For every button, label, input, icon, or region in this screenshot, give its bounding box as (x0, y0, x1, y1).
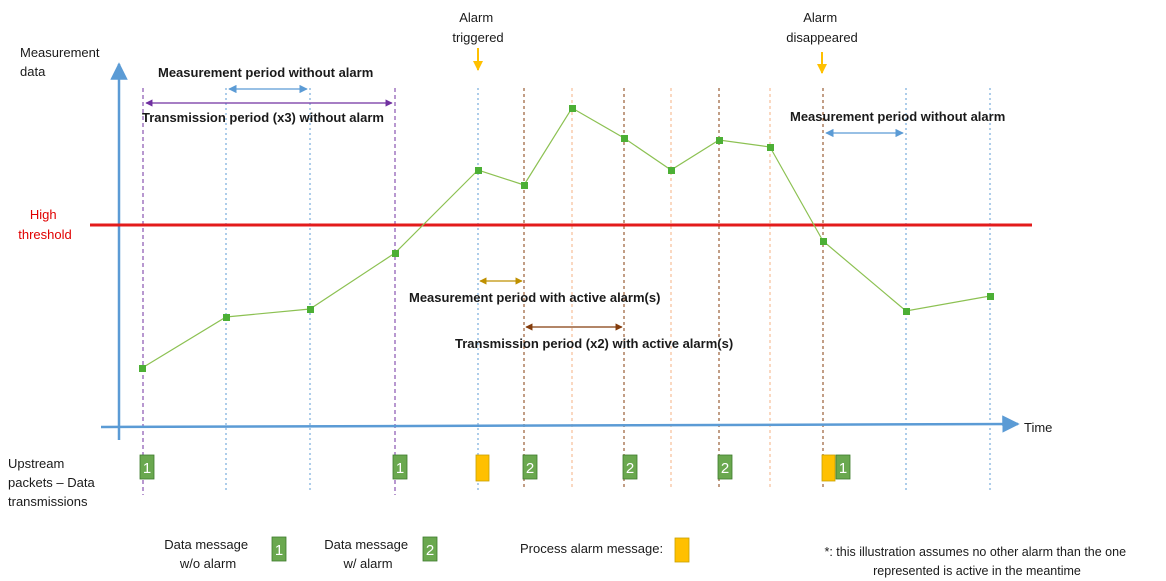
data-point (668, 167, 675, 174)
svg-text:1: 1 (275, 542, 283, 559)
data-point (716, 137, 723, 144)
upstream-packets: 1 1 2 2 2 1 (139, 454, 851, 482)
svg-text:2: 2 (626, 460, 634, 477)
svg-text:2: 2 (426, 542, 434, 559)
data-point (392, 250, 399, 257)
legend-process-alarm-swatch (674, 537, 690, 563)
packet-data-w-alarm: 2 (522, 454, 538, 480)
alarm-triggered-label: Alarm triggered (452, 10, 503, 45)
svg-text:1: 1 (143, 460, 151, 477)
svg-text:2: 2 (721, 460, 729, 477)
svg-text:2: 2 (526, 460, 534, 477)
legend-data-wo-alarm-swatch: 1 (271, 536, 287, 562)
alarm-disappeared-label: Alarm disappeared (786, 10, 858, 45)
packet-data-w-alarm: 2 (717, 454, 733, 480)
high-threshold-label: High threshold (18, 207, 71, 242)
legend-data-w-alarm-swatch: 2 (422, 536, 438, 562)
data-point (223, 314, 230, 321)
packet-process-alarm (475, 454, 490, 482)
transmission-period-active-alarm-label: Transmission period (x2) with active ala… (455, 336, 733, 351)
packet-data-wo-alarm: 1 (835, 454, 851, 480)
packet-data-wo-alarm: 1 (139, 454, 155, 480)
measurement-period-after-alarm-label: Measurement period without alarm (790, 109, 1005, 124)
data-point (987, 293, 994, 300)
data-point (903, 308, 910, 315)
data-point (307, 306, 314, 313)
measurement-points (139, 105, 994, 372)
upstream-packets-label: Upstream packets – Data transmissions (8, 456, 98, 509)
svg-text:1: 1 (396, 460, 404, 477)
data-point (475, 167, 482, 174)
measurement-curve (141, 107, 991, 369)
measurement-period-label: Measurement period without alarm (158, 65, 373, 80)
data-point (569, 105, 576, 112)
legend-data-wo-alarm-label: Data message w/o alarm (164, 537, 251, 571)
legend-data-w-alarm-label: Data message w/ alarm (324, 537, 411, 571)
y-axis-label: Measurement data (20, 45, 103, 79)
transmission-period-label: Transmission period (x3) without alarm (142, 110, 384, 125)
x-axis-label: Time (1024, 420, 1052, 435)
data-point (621, 135, 628, 142)
measurement-period-active-alarm-label: Measurement period with active alarm(s) (409, 290, 660, 305)
packet-process-alarm (821, 454, 836, 482)
packet-data-wo-alarm: 1 (392, 454, 408, 480)
x-axis (100, 415, 1020, 433)
svg-text:1: 1 (839, 460, 847, 477)
data-point (521, 182, 528, 189)
data-point (139, 365, 146, 372)
data-point (767, 144, 774, 151)
packet-data-w-alarm: 2 (622, 454, 638, 480)
legend: Data message w/o alarm 1 Data message w/… (164, 536, 690, 571)
legend-process-alarm-label: Process alarm message: (520, 541, 663, 556)
data-point (820, 238, 827, 245)
footnote: *: this illustration assumes no other al… (824, 545, 1129, 578)
